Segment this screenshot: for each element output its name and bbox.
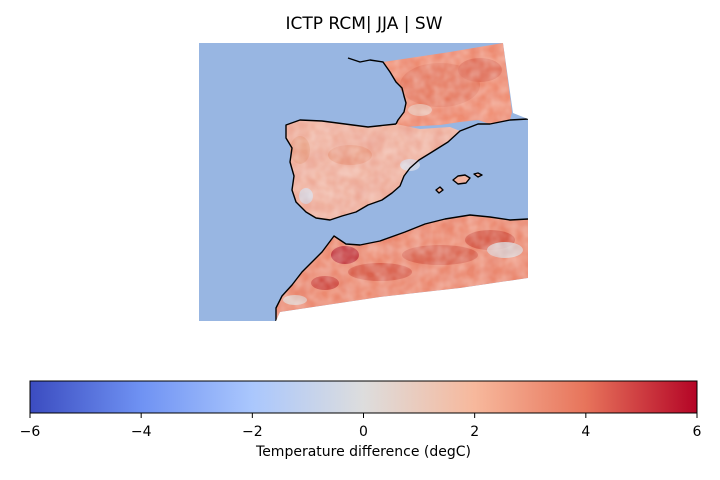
coastline-iberia [285,118,528,221]
colorbar-gradient [29,380,698,414]
colorbar-ticks: −6 −4 −2 0 2 4 6 [20,413,702,440]
colorbar-tick-label: 6 [693,424,702,440]
coastline-france [347,57,407,125]
temperature-difference-map [199,43,528,321]
colorbar-tick-label: 0 [359,424,368,440]
colorbar-label: Temperature difference (degC) [256,444,471,460]
coastlines [275,57,528,321]
colorbar-tick-label: −2 [242,424,263,440]
colorbar-tick-label: 2 [470,424,479,440]
colorbar-tick-label: −4 [131,424,152,440]
colorbar-tick-label: −6 [20,424,41,440]
colorbar-tick-label: 4 [581,424,590,440]
map-title: ICTP RCM| JJA | SW [285,14,443,34]
coastline-north-africa [275,214,528,321]
coastline-menorca [473,172,483,178]
coastline-mallorca [452,174,471,185]
map-domain [199,43,528,321]
coastline-ibiza [435,186,444,194]
